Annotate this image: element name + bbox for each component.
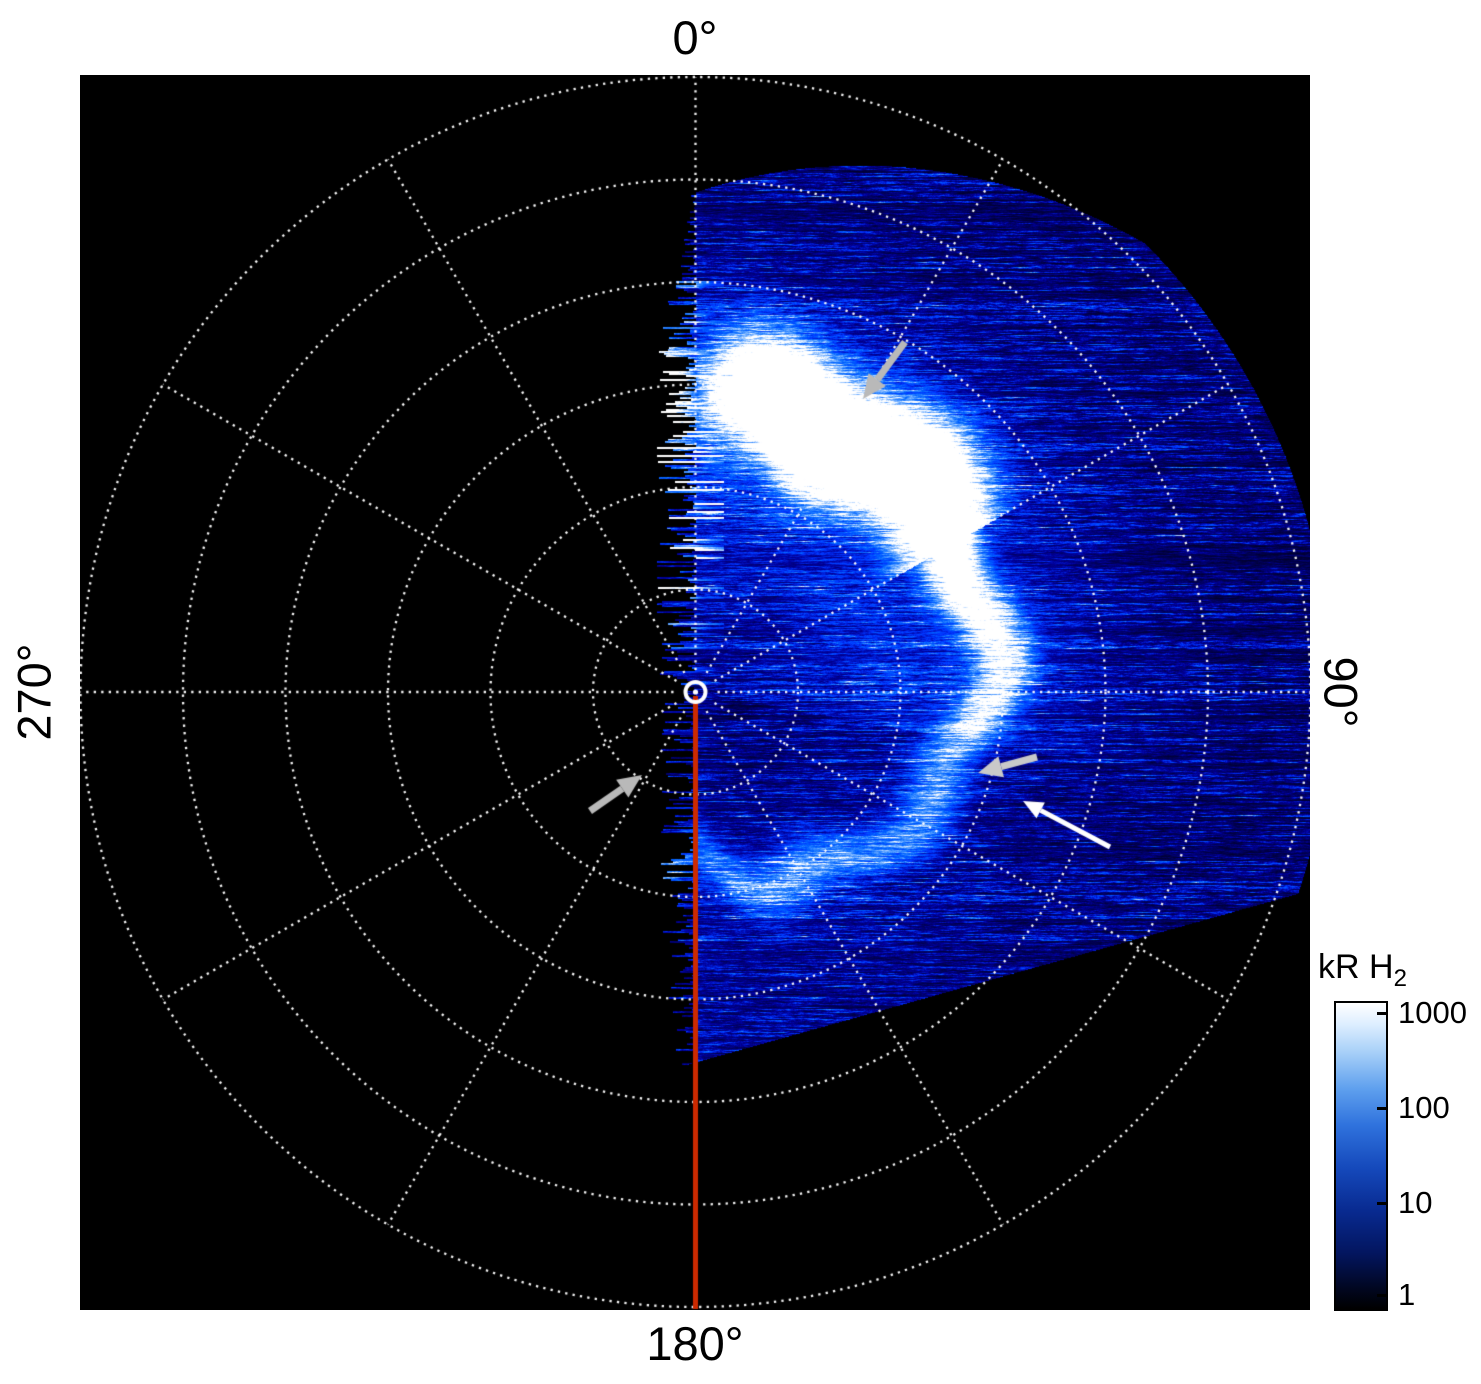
angle-label-270: 270° [7,643,61,741]
colorbar-tick-label: 1000 [1398,995,1467,1031]
colorbar-tick-mark [1377,1201,1386,1205]
colorbar: kR H2 1000 100 10 1 [1318,948,1480,1384]
polar-plot-area [80,75,1310,1310]
angle-label-0: 0° [672,11,718,64]
colorbar-tick-mark [1377,1107,1386,1111]
colorbar-title-text: kR H [1318,948,1394,986]
angle-label-180: 180° [646,1317,744,1370]
colorbar-title-subscript: 2 [1393,964,1407,992]
colorbar-title: kR H2 [1318,948,1407,993]
colorbar-tick-mark [1377,1293,1386,1297]
colorbar-tick-label: 100 [1398,1090,1450,1126]
aurora-heatmap-canvas [80,75,1310,1310]
colorbar-tick-label: 1 [1398,1276,1416,1312]
colorbar-gradient [1334,1001,1388,1311]
colorbar-tick-label: 10 [1398,1184,1433,1220]
colorbar-tick-mark [1377,1012,1386,1016]
angle-label-90: 90° [1314,656,1368,728]
